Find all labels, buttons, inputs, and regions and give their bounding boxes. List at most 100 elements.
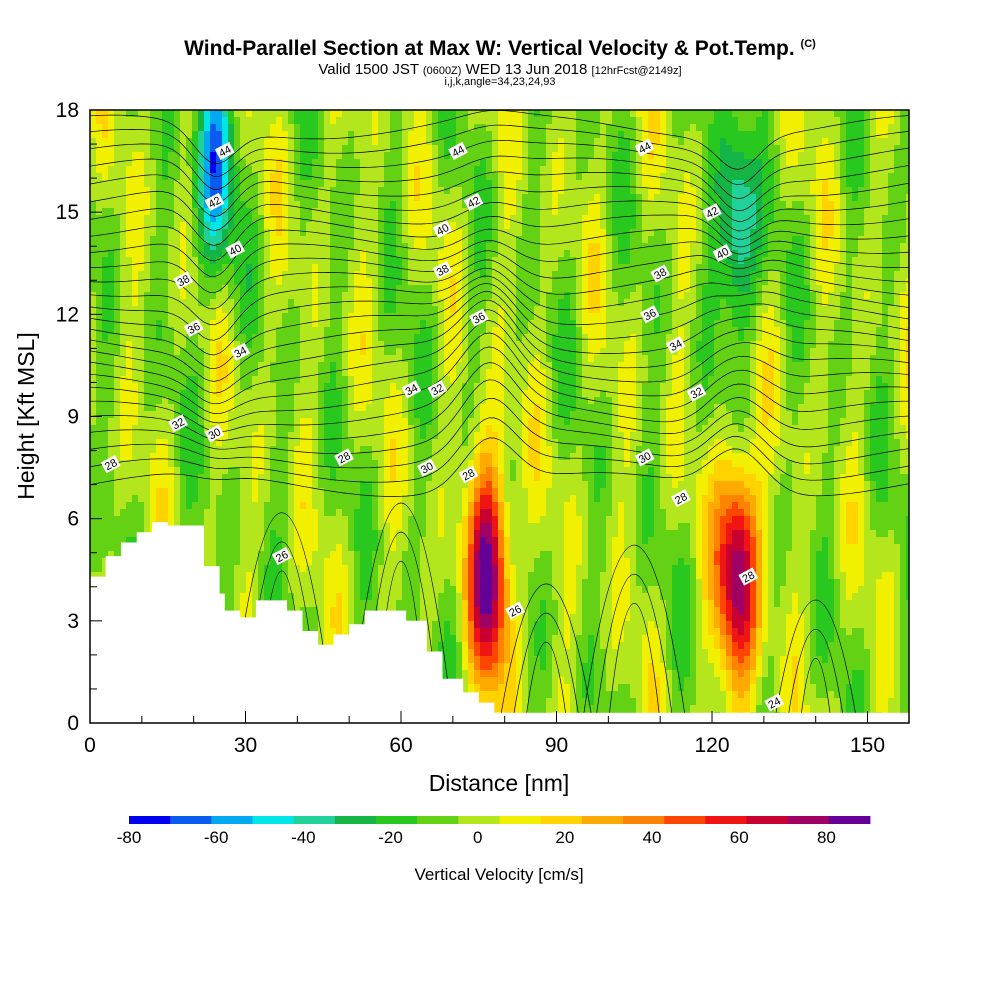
velocity-cell <box>252 271 259 279</box>
velocity-cell <box>330 201 337 209</box>
velocity-cell <box>414 250 421 258</box>
velocity-cell <box>360 152 367 160</box>
velocity-cell <box>138 320 145 328</box>
velocity-cell <box>390 495 397 503</box>
velocity-cell <box>366 257 373 265</box>
velocity-cell <box>354 565 361 573</box>
velocity-cell <box>342 117 349 125</box>
velocity-cell <box>402 110 409 118</box>
velocity-cell <box>126 432 133 440</box>
velocity-cell <box>132 271 139 279</box>
velocity-cell <box>318 334 325 342</box>
velocity-cell <box>264 488 271 496</box>
velocity-cell <box>90 509 97 517</box>
velocity-cell <box>144 131 151 139</box>
velocity-cell <box>174 166 181 174</box>
velocity-cell <box>246 187 253 195</box>
velocity-cell <box>360 502 367 510</box>
velocity-cell <box>102 208 109 216</box>
velocity-cell <box>282 348 289 356</box>
velocity-cell <box>222 411 229 419</box>
velocity-cell <box>222 453 229 461</box>
velocity-cell <box>246 229 253 237</box>
velocity-cell <box>234 397 241 405</box>
velocity-cell <box>138 152 145 160</box>
velocity-cell <box>282 299 289 307</box>
velocity-cell <box>384 201 391 209</box>
velocity-cell <box>354 327 361 335</box>
velocity-cell <box>420 383 427 391</box>
velocity-cell <box>138 236 145 244</box>
velocity-cell <box>90 390 97 398</box>
velocity-cell <box>372 187 379 195</box>
velocity-cell <box>264 397 271 405</box>
velocity-cell <box>252 600 259 608</box>
velocity-cell <box>402 187 409 195</box>
velocity-cell <box>324 159 331 167</box>
velocity-cell <box>216 250 223 258</box>
velocity-cell <box>246 397 253 405</box>
velocity-cell <box>294 467 301 475</box>
velocity-cell <box>240 509 247 517</box>
velocity-cell <box>294 572 301 580</box>
velocity-cell <box>360 131 367 139</box>
velocity-cell <box>330 131 337 139</box>
velocity-cell <box>282 355 289 363</box>
velocity-cell <box>132 187 139 195</box>
velocity-cell <box>192 376 199 384</box>
velocity-cell <box>96 446 103 454</box>
velocity-cell <box>288 481 295 489</box>
velocity-cell <box>150 166 157 174</box>
velocity-cell <box>252 474 259 482</box>
velocity-cell <box>102 313 109 321</box>
velocity-cell <box>288 376 295 384</box>
velocity-cell <box>168 460 175 468</box>
velocity-cell <box>264 481 271 489</box>
velocity-cell <box>402 537 409 545</box>
velocity-cell <box>156 236 163 244</box>
velocity-cell <box>96 516 103 524</box>
velocity-cell <box>240 600 247 608</box>
velocity-cell <box>168 201 175 209</box>
velocity-cell <box>390 180 397 188</box>
velocity-cell <box>378 201 385 209</box>
velocity-cell <box>330 152 337 160</box>
velocity-cell <box>198 432 205 440</box>
velocity-cell <box>228 397 235 405</box>
velocity-cell <box>252 551 259 559</box>
velocity-cell <box>264 313 271 321</box>
velocity-cell <box>378 411 385 419</box>
velocity-cell <box>210 313 217 321</box>
velocity-cell <box>330 432 337 440</box>
velocity-cell <box>114 551 121 559</box>
velocity-cell <box>360 124 367 132</box>
velocity-cell <box>192 348 199 356</box>
velocity-cell <box>318 180 325 188</box>
velocity-cell <box>312 593 319 601</box>
velocity-cell <box>114 544 121 552</box>
velocity-cell <box>138 159 145 167</box>
velocity-cell <box>354 544 361 552</box>
velocity-cell <box>114 292 121 300</box>
velocity-cell <box>306 208 313 216</box>
velocity-cell <box>288 523 295 531</box>
velocity-cell <box>330 383 337 391</box>
velocity-cell <box>120 152 127 160</box>
velocity-cell <box>162 481 169 489</box>
velocity-cell <box>186 229 193 237</box>
velocity-cell <box>156 187 163 195</box>
velocity-cell <box>204 397 211 405</box>
velocity-cell <box>222 467 229 475</box>
velocity-cell <box>372 138 379 146</box>
velocity-cell <box>318 229 325 237</box>
velocity-cell <box>366 215 373 223</box>
velocity-cell <box>162 509 169 517</box>
velocity-cell <box>366 544 373 552</box>
velocity-cell <box>270 320 277 328</box>
velocity-cell <box>408 166 415 174</box>
velocity-cell <box>294 180 301 188</box>
velocity-cell <box>318 600 325 608</box>
velocity-cell <box>234 579 241 587</box>
velocity-cell <box>420 446 427 454</box>
velocity-cell <box>222 180 229 188</box>
